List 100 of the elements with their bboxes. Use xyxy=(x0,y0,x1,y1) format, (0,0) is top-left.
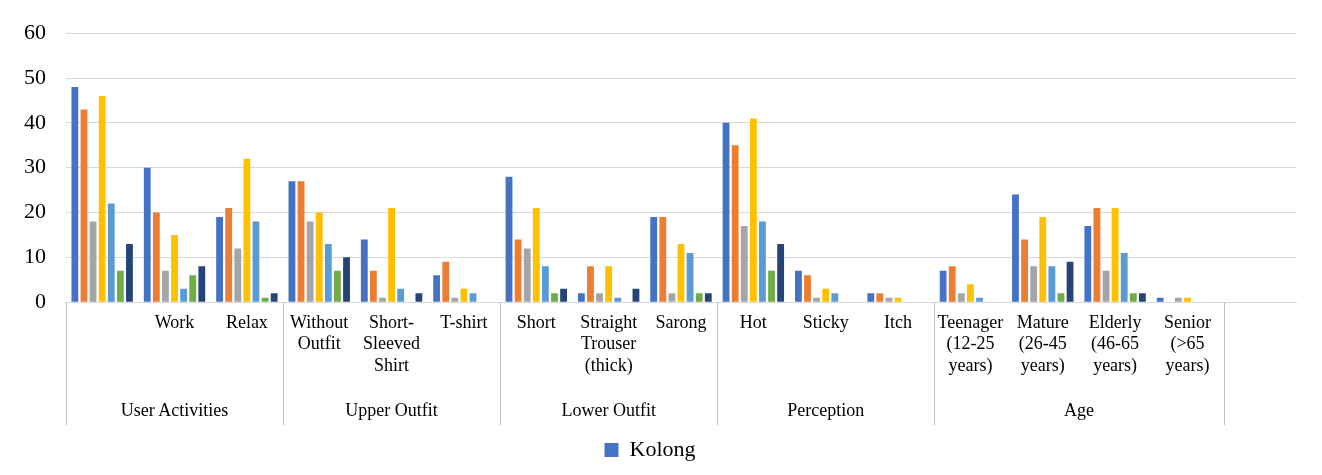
bar xyxy=(234,248,242,302)
bar xyxy=(749,118,757,302)
bar xyxy=(768,270,775,302)
bar xyxy=(306,221,314,302)
bar xyxy=(433,275,441,302)
bar xyxy=(795,270,802,302)
x-tick-label: Short xyxy=(516,311,556,332)
bar xyxy=(369,270,377,302)
bar xyxy=(334,270,341,302)
bar xyxy=(442,261,450,302)
bar xyxy=(813,297,821,302)
text: Age xyxy=(1063,399,1094,420)
bar xyxy=(1184,297,1191,302)
x-tick-label: T-shirt xyxy=(440,311,488,332)
bar xyxy=(1129,293,1137,302)
y-tick-label: 40 xyxy=(24,108,46,134)
bar xyxy=(532,208,540,302)
bar xyxy=(98,95,106,302)
bar xyxy=(587,266,594,302)
y-tick-label: 30 xyxy=(24,153,46,179)
bar xyxy=(560,288,567,302)
x-tick-label: Sticky xyxy=(802,311,849,332)
bar xyxy=(541,266,549,302)
y-tick-label: 10 xyxy=(24,243,46,269)
bar xyxy=(650,217,658,302)
x-tick-label: Mature (26-45 years) xyxy=(1016,311,1069,376)
x-tick-label: Sarong xyxy=(655,311,707,332)
bar xyxy=(867,293,875,302)
bar xyxy=(107,203,115,302)
bar xyxy=(596,293,603,302)
bar xyxy=(1120,252,1128,302)
x-tick-label: Without Outfit xyxy=(290,311,349,354)
bar xyxy=(577,293,585,302)
x-tick-label: Teenager (12-25 years) xyxy=(937,311,1004,376)
bar xyxy=(324,243,332,302)
bar xyxy=(1048,266,1056,302)
bar xyxy=(659,217,667,302)
bar xyxy=(957,293,965,302)
bar xyxy=(1174,297,1182,302)
bar xyxy=(686,252,694,302)
bar xyxy=(695,293,703,302)
text: Upper Outfit xyxy=(345,399,438,420)
bar xyxy=(1084,225,1092,302)
bar xyxy=(514,239,522,302)
bar xyxy=(668,293,676,302)
bar xyxy=(379,297,386,302)
bar xyxy=(216,217,224,302)
bar xyxy=(388,208,395,302)
x-tick-label: Short-Sleeved Shirt xyxy=(363,311,421,375)
bar xyxy=(225,208,233,302)
bar xyxy=(243,158,251,302)
x-tick-label: Elderly (46-65 years) xyxy=(1088,311,1142,376)
bar xyxy=(777,243,785,302)
bar xyxy=(343,257,350,302)
bar xyxy=(740,225,748,302)
bar xyxy=(551,293,558,302)
text: Perception xyxy=(787,399,865,420)
bar xyxy=(469,293,477,302)
bar xyxy=(731,145,739,302)
bar xyxy=(143,167,151,302)
bar xyxy=(1057,293,1065,302)
bar xyxy=(831,293,839,302)
x-tick-label: Senior (>65 years) xyxy=(1163,311,1211,376)
bar xyxy=(270,293,278,302)
bar xyxy=(180,288,188,302)
text: Lower Outfit xyxy=(561,399,656,420)
bar xyxy=(415,293,423,302)
bar xyxy=(967,284,974,302)
bar xyxy=(876,293,884,302)
bar xyxy=(162,270,169,302)
y-tick-label: 60 xyxy=(24,18,46,44)
bar xyxy=(1021,239,1028,302)
bar xyxy=(1030,266,1038,302)
bar xyxy=(1012,194,1019,302)
bar xyxy=(198,266,206,302)
bar xyxy=(126,243,133,302)
bar xyxy=(397,288,405,302)
bar xyxy=(71,87,79,302)
bar xyxy=(804,275,811,302)
bar xyxy=(976,297,983,302)
bar xyxy=(605,266,613,302)
bar xyxy=(822,288,830,302)
y-tick-label: 0 xyxy=(35,287,46,313)
bar xyxy=(939,270,947,302)
bar xyxy=(1111,208,1119,302)
bar xyxy=(116,270,124,302)
x-tick-label: Itch xyxy=(884,311,913,332)
bar xyxy=(360,239,368,302)
bar xyxy=(315,212,323,302)
bar xyxy=(948,266,956,302)
bar xyxy=(1156,297,1164,302)
bar xyxy=(152,212,160,302)
text: User Activities xyxy=(120,399,229,420)
bar xyxy=(189,275,197,302)
y-tick-label: 50 xyxy=(24,63,46,89)
x-tick-label: Hot xyxy=(739,311,767,332)
bar xyxy=(523,248,531,302)
bar xyxy=(759,221,766,302)
bar xyxy=(171,234,178,302)
x-tick-label: Relax xyxy=(225,311,268,332)
